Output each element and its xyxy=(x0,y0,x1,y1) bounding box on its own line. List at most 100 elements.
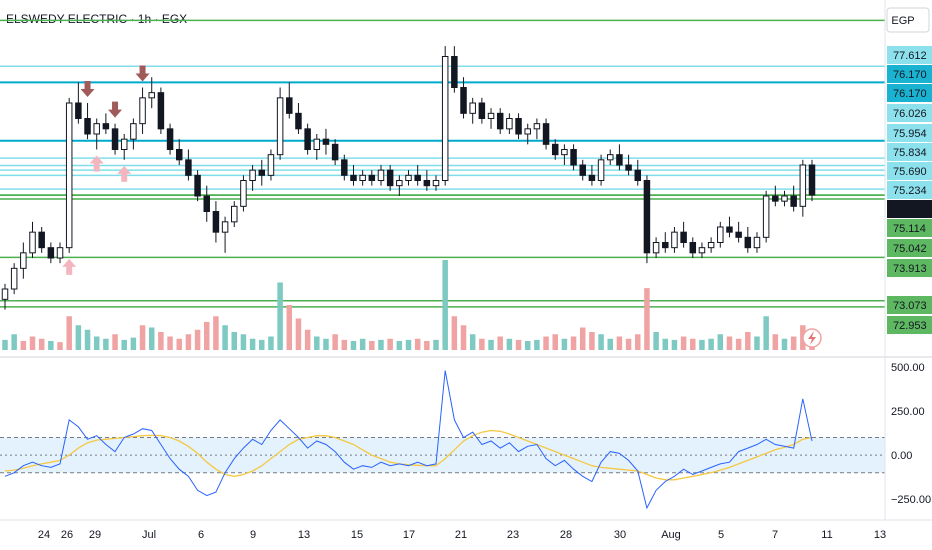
price-tick-label: 77.612 xyxy=(893,50,927,62)
candle-body xyxy=(405,174,412,181)
time-tick-label: 29 xyxy=(89,529,101,541)
volume-bar xyxy=(387,338,393,350)
volume-bar xyxy=(754,336,760,350)
time-tick-label: 17 xyxy=(403,529,415,541)
volume-bar xyxy=(699,339,705,350)
volume-bar xyxy=(286,305,293,350)
candle-body xyxy=(267,154,275,176)
candle-body xyxy=(551,143,559,156)
price-tick-label: 73.073 xyxy=(893,300,927,312)
time-tick-label: 6 xyxy=(198,529,204,541)
chart-extras xyxy=(802,328,822,348)
volume-bar xyxy=(2,339,8,350)
candle-body xyxy=(496,112,504,130)
candle-body xyxy=(368,174,376,181)
volume-bar xyxy=(48,341,54,350)
sell-arrow-icon xyxy=(108,101,123,118)
candle-body xyxy=(56,247,64,259)
candle-body xyxy=(331,143,339,161)
volume-bar xyxy=(424,341,430,350)
volume-bar xyxy=(295,318,302,350)
volume-bar xyxy=(378,339,384,350)
candle-body xyxy=(396,180,403,187)
candle-body xyxy=(350,174,357,181)
oscillator-axis: 500.00 250.00 0.00 −250.00 xyxy=(891,362,931,506)
volume-bar xyxy=(112,334,118,350)
candle-body xyxy=(698,247,706,254)
candle-body xyxy=(597,159,605,181)
volume-bar xyxy=(717,334,724,350)
price-tick-label: 75.954 xyxy=(893,128,927,140)
candle-body xyxy=(295,112,302,130)
candle-body xyxy=(799,164,807,207)
volume-bar xyxy=(598,334,604,350)
oscillator-tick-label: 0.00 xyxy=(891,450,912,462)
volume-bar xyxy=(635,334,641,350)
candle-body xyxy=(533,123,541,130)
volume-bar xyxy=(323,338,329,350)
volume-bar xyxy=(579,327,586,350)
candle-body xyxy=(441,56,449,181)
time-tick-label: 24 xyxy=(38,529,50,541)
candle-body xyxy=(808,164,816,196)
currency-box xyxy=(886,7,930,33)
price-label-tag xyxy=(887,65,932,83)
candle-body xyxy=(212,211,220,233)
price-tick-label: 75.234 xyxy=(893,185,927,197)
time-axis: 24 26 29 Jul 6 9 13 15 17 21 23 28 30 Aug 5 7 11 13 xyxy=(0,519,932,541)
candle-body xyxy=(194,174,201,197)
candle-body xyxy=(579,164,586,176)
oscillator-ma-line xyxy=(4,429,813,481)
volume-bar xyxy=(84,329,91,350)
buy-arrow-icon xyxy=(62,258,77,275)
candle-body xyxy=(634,169,642,182)
time-tick-label: Aug xyxy=(661,529,681,541)
volume-bar xyxy=(543,336,549,350)
volume-bar xyxy=(414,338,421,350)
candle-body xyxy=(102,123,110,130)
candle-body xyxy=(606,154,614,161)
time-tick-label: 26 xyxy=(61,529,73,541)
volume-bar xyxy=(690,338,696,350)
time-tick-label: 13 xyxy=(874,529,886,541)
volume-bar xyxy=(158,332,164,350)
candle-body xyxy=(139,97,146,125)
volume-bar xyxy=(213,316,219,350)
volume-bar xyxy=(259,339,265,350)
volume-bar xyxy=(790,336,797,350)
volume-bar xyxy=(497,336,503,350)
volume-bar xyxy=(75,325,82,350)
candle-body xyxy=(772,195,779,202)
candle-body xyxy=(762,195,770,238)
price-label-tag xyxy=(887,219,932,237)
volume-bar xyxy=(561,338,568,350)
candle-body xyxy=(744,236,752,249)
candle-body xyxy=(652,242,660,254)
price-tick-label: 75.834 xyxy=(893,147,927,159)
volume-bar xyxy=(350,341,357,350)
volume-bar xyxy=(396,341,403,350)
candle-body xyxy=(377,169,385,182)
volume-bars xyxy=(2,260,815,350)
volume-bar xyxy=(11,334,17,350)
candle-body xyxy=(20,252,27,269)
candle-body xyxy=(781,195,788,202)
candle-body xyxy=(542,123,550,145)
candle-body xyxy=(726,226,733,233)
time-tick-label: 21 xyxy=(455,529,467,541)
candle-body xyxy=(359,174,366,181)
price-label-tag xyxy=(887,104,932,122)
volume-bar xyxy=(589,332,595,350)
volume-bar xyxy=(249,338,256,350)
candle-body xyxy=(276,97,284,156)
volume-bar xyxy=(616,336,623,350)
candle-body xyxy=(588,174,596,181)
time-tick-label: 23 xyxy=(507,529,519,541)
volume-bar xyxy=(451,316,458,350)
volume-bar xyxy=(369,341,375,350)
candle-body xyxy=(423,180,431,187)
candle-body xyxy=(616,154,623,166)
volume-bar xyxy=(763,316,769,350)
candle-body xyxy=(185,159,192,176)
